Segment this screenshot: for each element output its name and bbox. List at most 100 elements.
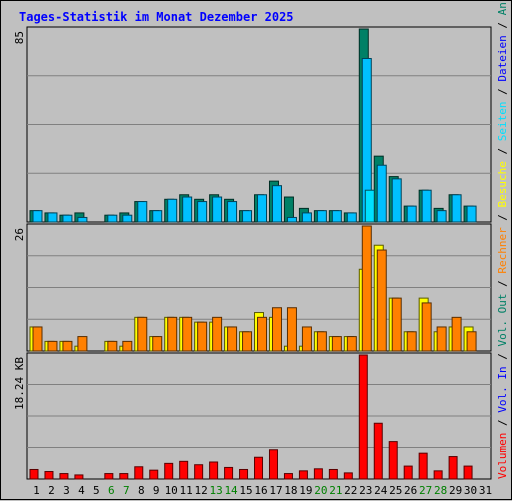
bar-dateien-day-26 <box>406 205 417 223</box>
legend-text: Volumen / Vol. In / Vol. Out / Rechner /… <box>496 1 509 479</box>
day-label-2: 2 <box>48 484 55 497</box>
bar-rechner-day-10 <box>167 316 178 352</box>
day-label-23: 23 <box>359 484 372 497</box>
day-label-15: 15 <box>239 484 252 497</box>
bar-volumen-day-19 <box>298 470 308 480</box>
bar-dateien-day-4 <box>77 216 88 223</box>
bar-dateien-day-15 <box>242 210 253 223</box>
bar-dateien-day-12 <box>197 201 208 223</box>
panel-volume-ymax-label: 18.24 KB <box>13 357 26 410</box>
legend-item-anfragen: Anfragen <box>496 1 509 15</box>
bar-volumen-day-20 <box>313 468 323 480</box>
bar-dateien-day-10 <box>167 198 178 223</box>
bar-volumen-day-24 <box>373 422 383 480</box>
bar-volumen-day-17 <box>268 449 278 480</box>
bar-dateien-day-28 <box>436 210 447 223</box>
bar-dateien-day-1 <box>32 210 43 223</box>
legend-item-vol-out: Vol. Out <box>496 294 509 347</box>
bar-rechner-day-16 <box>257 316 268 352</box>
day-label-18: 18 <box>284 484 297 497</box>
bar-rechner-day-1 <box>32 326 43 352</box>
day-label-19: 19 <box>299 484 312 497</box>
bar-rechner-day-2 <box>47 340 58 352</box>
day-label-17: 17 <box>269 484 282 497</box>
day-label-28: 28 <box>434 484 447 497</box>
bar-volumen-day-18 <box>283 473 293 480</box>
bar-dateien-day-17 <box>271 185 282 223</box>
legend-separator: / <box>496 141 509 161</box>
legend-separator: / <box>496 207 509 227</box>
bar-dateien-day-29 <box>451 194 462 223</box>
bar-rechner-day-15 <box>242 331 253 352</box>
bar-rechner-day-14 <box>227 326 238 352</box>
bar-rechner-day-24 <box>376 249 387 352</box>
bar-rechner-day-28 <box>436 326 447 352</box>
bar-rechner-day-17 <box>271 307 282 352</box>
day-label-14: 14 <box>224 484 238 497</box>
bar-volumen-day-1 <box>29 468 39 480</box>
day-label-8: 8 <box>138 484 145 497</box>
bar-dateien-day-18 <box>286 216 297 223</box>
bar-volumen-day-27 <box>418 452 428 480</box>
legend-item-rechner: Rechner <box>496 227 509 274</box>
day-label-13: 13 <box>209 484 222 497</box>
bar-dateien-day-22 <box>346 212 357 223</box>
day-label-10: 10 <box>165 484 178 497</box>
day-label-1: 1 <box>33 484 40 497</box>
bar-dateien-day-30 <box>466 205 477 223</box>
day-label-26: 26 <box>404 484 417 497</box>
bar-dateien-day-11 <box>182 196 193 223</box>
bar-dateien-day-3 <box>62 214 73 223</box>
bar-seiten-day-23 <box>364 189 375 223</box>
bar-volumen-day-28 <box>433 470 443 480</box>
bar-volumen-day-8 <box>134 466 144 480</box>
bar-dateien-day-20 <box>316 210 327 223</box>
bar-rechner-day-26 <box>406 331 417 352</box>
bar-dateien-day-24 <box>376 164 387 223</box>
bar-volumen-day-10 <box>164 462 174 480</box>
day-label-24: 24 <box>374 484 388 497</box>
day-label-27: 27 <box>419 484 432 497</box>
bar-volumen-day-26 <box>403 465 413 480</box>
bar-dateien-day-9 <box>152 210 163 223</box>
bar-dateien-day-27 <box>421 189 432 223</box>
series-dateien <box>32 58 477 223</box>
day-label-11: 11 <box>180 484 193 497</box>
chart-title: Tages-Statistik im Monat Dezember 2025 <box>19 10 294 24</box>
bar-dateien-day-14 <box>227 201 238 223</box>
bar-volumen-day-12 <box>194 464 204 480</box>
day-label-29: 29 <box>449 484 462 497</box>
panel-visits-ymax-label: 26 <box>13 228 26 241</box>
bar-rechner-day-6 <box>107 340 118 352</box>
bar-volumen-day-30 <box>463 465 473 480</box>
day-label-25: 25 <box>389 484 402 497</box>
bar-rechner-day-30 <box>466 331 477 352</box>
bar-volumen-day-3 <box>59 473 69 480</box>
bar-rechner-day-27 <box>421 302 432 352</box>
day-label-7: 7 <box>123 484 130 497</box>
bar-volumen-day-22 <box>343 472 353 480</box>
bar-rechner-day-23 <box>361 225 372 352</box>
bar-volumen-day-6 <box>104 473 114 480</box>
day-label-3: 3 <box>63 484 70 497</box>
bar-dateien-day-16 <box>257 194 268 223</box>
bar-volumen-day-15 <box>239 468 249 480</box>
day-label-12: 12 <box>195 484 208 497</box>
bar-volumen-day-7 <box>119 473 129 480</box>
bar-dateien-day-25 <box>391 178 402 223</box>
bar-rechner-day-9 <box>152 336 163 352</box>
panel-volume: 18.24 KB <box>13 352 492 480</box>
bar-rechner-day-18 <box>286 307 297 352</box>
bar-volumen-day-9 <box>149 469 159 480</box>
day-label-16: 16 <box>254 484 267 497</box>
day-label-9: 9 <box>153 484 160 497</box>
legend-item-dateien: Dateien <box>496 35 509 81</box>
bar-rechner-day-25 <box>391 297 402 352</box>
day-label-31: 31 <box>479 484 492 497</box>
day-label-22: 22 <box>344 484 357 497</box>
bar-dateien-day-21 <box>331 210 342 223</box>
panel-requests: 85 <box>13 26 492 223</box>
bar-rechner-day-20 <box>316 331 327 352</box>
